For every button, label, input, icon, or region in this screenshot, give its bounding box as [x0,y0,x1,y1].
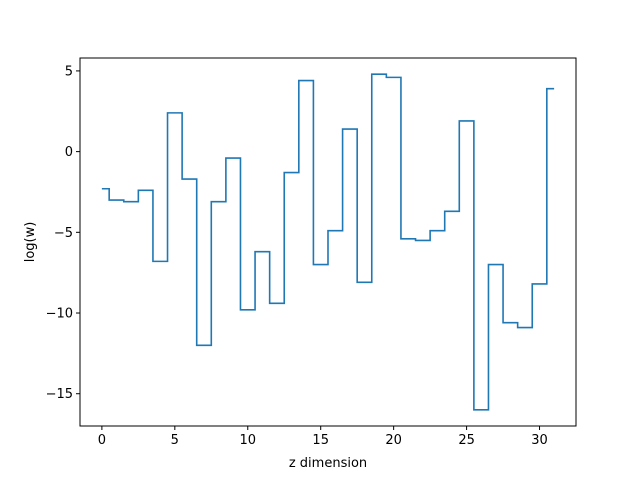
x-tick-label: 25 [458,433,475,448]
x-tick-label: 10 [239,433,256,448]
series-line-0 [101,73,555,411]
y-tick-label: −10 [46,307,73,322]
axes-frame [79,57,577,427]
y-tick-label: 0 [65,145,73,160]
y-tick-label: −5 [54,226,73,241]
x-tick-label: 0 [98,433,106,448]
x-tick-label: 5 [171,433,179,448]
y-axis-label: log(w) [23,222,38,263]
x-tick-label: 15 [312,433,329,448]
x-axis-label: z dimension [289,456,367,471]
y-tick-label: −15 [46,387,73,402]
y-tick-label: 5 [65,64,73,79]
x-tick-label: 30 [531,433,548,448]
x-tick-label: 20 [385,433,402,448]
